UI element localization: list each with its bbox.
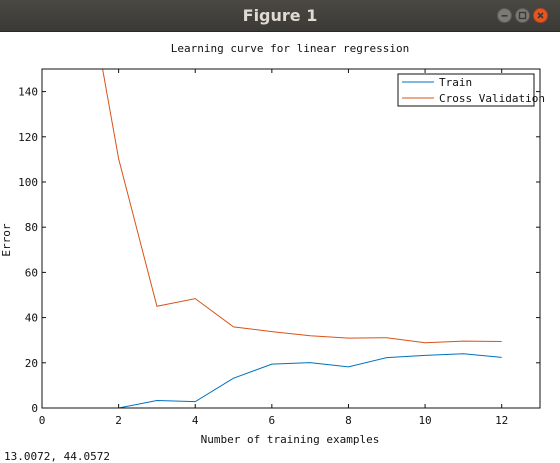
chart-title: Learning curve for linear regression [171,42,409,55]
minimize-icon [501,15,508,17]
x-tick-label: 6 [269,414,276,427]
series-line-cross-validation [102,69,502,344]
x-axis-label: Number of training examples [201,433,380,446]
title-bar: Figure 1 [0,0,560,32]
x-tick-label: 4 [192,414,199,427]
x-tick-label: 8 [345,414,352,427]
maximize-button[interactable] [515,8,530,23]
x-tick-label: 12 [495,414,508,427]
maximize-icon [518,11,527,20]
series-layer [80,69,502,408]
close-button[interactable] [533,8,548,23]
legend-label-cross-validation: Cross Validation [439,92,545,105]
x-tick-label: 10 [418,414,431,427]
legend-label-train: Train [439,76,472,89]
y-tick-label: 40 [25,312,38,325]
legend-box [397,73,535,107]
figure-canvas[interactable]: Learning curve for linear regression 0 2 4… [0,32,560,450]
legend[interactable]: Train Cross Validation [397,73,545,107]
x-tick-label: 0 [39,414,46,427]
coordinate-readout: 13.0072, 44.0572 [4,450,110,463]
axes-box[interactable] [41,68,541,409]
y-tick-label: 120 [18,131,38,144]
close-icon [537,12,544,19]
y-tick-label: 140 [18,86,38,99]
y-axis-label: Error [0,223,13,256]
series-line-train [80,353,502,408]
y-tick-label: 60 [25,266,38,279]
y-tick-label: 0 [31,402,38,415]
y-tick-label: 80 [25,221,38,234]
y-tick-label: 20 [25,357,38,370]
minimize-button[interactable] [497,8,512,23]
y-tick-label: 100 [18,176,38,189]
window-title: Figure 1 [242,6,318,25]
x-tick-label: 2 [115,414,122,427]
